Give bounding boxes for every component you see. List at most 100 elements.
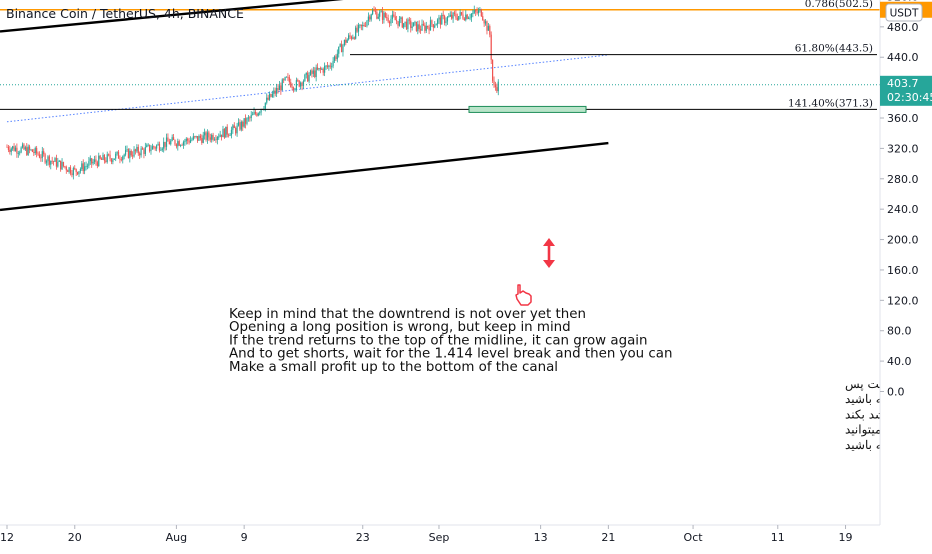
candle-body <box>475 10 477 12</box>
candle-body <box>386 17 388 19</box>
candle-body <box>120 159 122 161</box>
candle-body <box>486 21 488 31</box>
y-tick-label: 0.0 <box>887 386 905 399</box>
candle-body <box>102 154 104 160</box>
currency-button[interactable]: USDT <box>885 3 923 22</box>
candle-body <box>148 144 151 152</box>
candle-body <box>360 24 362 27</box>
candle-body <box>432 24 434 28</box>
candle-body <box>141 148 144 150</box>
candle-body <box>316 67 319 70</box>
last-price-tag-value: 403.7 <box>887 77 919 90</box>
candle-body <box>86 165 89 167</box>
candle-body <box>438 17 440 20</box>
candle-body <box>9 149 11 152</box>
y-tick-label: 480.0 <box>887 21 919 34</box>
candle-body <box>479 9 481 11</box>
candle-body <box>171 137 173 141</box>
candle-body <box>127 149 130 159</box>
candle-body <box>157 143 159 146</box>
candle-body <box>54 158 56 162</box>
candle-body <box>390 18 392 24</box>
candle-body <box>161 148 163 150</box>
candle-body <box>451 14 453 19</box>
candle-body <box>182 141 185 146</box>
candle-body <box>213 139 216 141</box>
candle-body <box>117 151 120 159</box>
fibonacci-group: 1(516.8)0.786(502.5)61.80%(443.5)141.40%… <box>0 0 877 110</box>
candle-body <box>373 10 375 12</box>
candle-body <box>212 134 214 140</box>
candle-body <box>103 154 106 161</box>
candle-body <box>151 146 154 150</box>
candle-body <box>239 122 241 130</box>
candle-body <box>23 144 25 150</box>
y-tick-label: 160.0 <box>887 264 919 277</box>
y-tick-label: 80.0 <box>887 325 912 338</box>
candle-body <box>12 146 14 149</box>
candle-body <box>425 25 427 31</box>
x-tick-label: 19 <box>839 531 853 544</box>
candle-body <box>184 141 186 143</box>
candle-body <box>62 161 65 167</box>
candle-body <box>355 27 357 39</box>
candle-body <box>489 26 491 35</box>
candle-body <box>225 126 227 138</box>
candle-body <box>204 132 206 136</box>
candle-body <box>484 21 487 24</box>
candle-body <box>105 160 107 162</box>
candle-body <box>16 147 18 154</box>
candle-body <box>404 21 406 24</box>
annotation-english-line: And to get shorts, wait for the 1.414 le… <box>229 347 672 362</box>
annotation-english-line: If the trend returns to the top of the m… <box>229 333 648 348</box>
y-tick-label: 440.0 <box>887 51 919 64</box>
candle-body <box>356 27 358 32</box>
candle-body <box>140 148 142 156</box>
candle-body <box>277 87 279 91</box>
candle-body <box>192 136 194 140</box>
candle-body <box>188 140 190 143</box>
candle-body <box>383 12 385 20</box>
candle-body <box>287 76 289 78</box>
candle-body <box>79 169 82 172</box>
candle-body <box>359 24 361 26</box>
candle-body <box>276 87 278 94</box>
candle-body <box>67 170 69 172</box>
candle-body <box>163 141 165 149</box>
candle-body <box>40 157 42 159</box>
candle-body <box>165 137 168 147</box>
candle-body <box>290 82 292 87</box>
candle-body <box>328 65 330 67</box>
annotation-english-line: Keep in mind that the downtrend is not o… <box>229 307 586 322</box>
candle-body <box>250 114 252 118</box>
candle-body <box>312 70 314 74</box>
candle-body <box>369 16 371 20</box>
candle-body <box>31 149 34 152</box>
y-tick-label: 520.0 <box>887 0 919 3</box>
x-tick-label: Sep <box>429 531 450 544</box>
price-axis[interactable]: 640.0600.0560.0520.0480.0440.0400.0360.0… <box>879 0 932 525</box>
plot-area[interactable] <box>0 0 880 525</box>
candle-body <box>319 68 321 70</box>
channel-midline-group <box>6 54 609 123</box>
candle-body <box>357 25 360 32</box>
candle-body <box>164 141 166 147</box>
candle-body <box>336 53 338 60</box>
channel-midline <box>6 54 609 123</box>
candle-body <box>434 25 436 28</box>
x-tick-label: 21 <box>601 531 615 544</box>
candle-body <box>424 25 426 31</box>
candle-body <box>57 161 59 167</box>
candle-body <box>211 134 213 140</box>
currency-label: USDT <box>890 8 919 20</box>
candle-body <box>150 149 152 152</box>
time-axis[interactable]: 12 20 Aug 9 23 Sep 13 21 Oct 11 19 <box>0 524 932 550</box>
candle-body <box>452 12 454 19</box>
candle-body <box>420 29 422 31</box>
candle-body <box>264 102 266 109</box>
candle-body <box>178 141 180 146</box>
candle-body <box>215 139 217 141</box>
channel-lower-line <box>0 141 609 212</box>
